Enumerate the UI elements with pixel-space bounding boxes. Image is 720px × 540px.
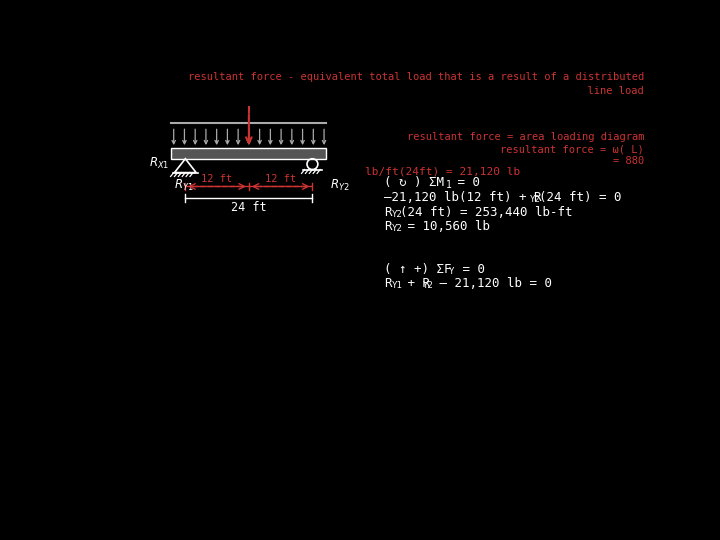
Text: $R_{X1}$: $R_{X1}$ (149, 156, 169, 171)
Text: – 21,120 lb = 0: – 21,120 lb = 0 (432, 278, 552, 291)
Text: Y: Y (449, 267, 454, 275)
Text: ( ↑ +) ΣF: ( ↑ +) ΣF (384, 262, 452, 276)
Text: 12 ft: 12 ft (265, 174, 296, 184)
Text: lb/ft(24ft) = 21,120 lb: lb/ft(24ft) = 21,120 lb (365, 166, 521, 177)
Text: Y2: Y2 (423, 281, 434, 290)
Bar (171, 148, 326, 159)
Text: resultant force - equivalent total load that is a result of a distributed
      : resultant force - equivalent total load … (150, 72, 644, 97)
Text: R: R (384, 220, 392, 233)
Text: = 880: = 880 (613, 157, 644, 166)
Text: + R: + R (400, 278, 430, 291)
Text: $R_{Y2}$: $R_{Y2}$ (330, 178, 350, 193)
Text: Y2: Y2 (392, 224, 402, 233)
Text: ( ↻ ) ΣM: ( ↻ ) ΣM (384, 177, 444, 190)
Text: R: R (384, 278, 392, 291)
Text: resultant force = ω( L): resultant force = ω( L) (500, 144, 644, 154)
Text: 12 ft: 12 ft (202, 174, 233, 184)
Text: = 0: = 0 (455, 262, 485, 276)
Text: –21,120 lb(12 ft) + R: –21,120 lb(12 ft) + R (384, 191, 542, 204)
Text: Y2: Y2 (530, 195, 541, 204)
Text: 1: 1 (446, 180, 451, 190)
Text: Y2: Y2 (392, 210, 402, 219)
Text: 24 ft: 24 ft (231, 201, 266, 214)
Text: (24 ft) = 0: (24 ft) = 0 (539, 191, 621, 204)
Text: = 10,560 lb: = 10,560 lb (400, 220, 490, 233)
Text: Y1: Y1 (392, 281, 402, 290)
Text: resultant force = area loading diagram: resultant force = area loading diagram (407, 132, 644, 142)
Text: R: R (384, 206, 392, 219)
Text: $R_{Y1}$: $R_{Y1}$ (174, 178, 194, 193)
Text: = 0: = 0 (449, 177, 480, 190)
Text: (24 ft) = 253,440 lb-ft: (24 ft) = 253,440 lb-ft (400, 206, 572, 219)
